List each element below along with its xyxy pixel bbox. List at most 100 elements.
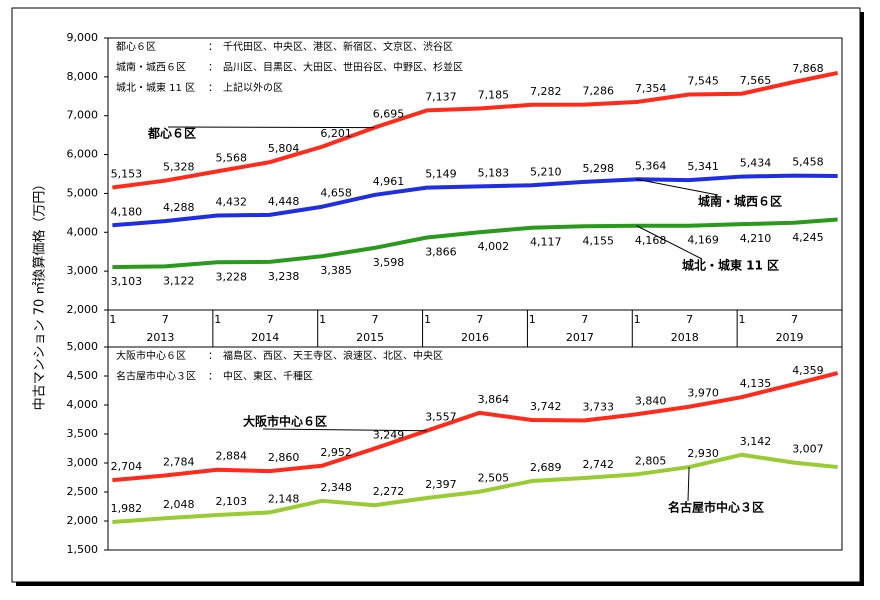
data-label: 2,930 bbox=[687, 447, 719, 460]
data-label: 7,286 bbox=[582, 85, 614, 98]
data-label: 7,868 bbox=[792, 62, 824, 75]
data-label: 7,137 bbox=[425, 90, 457, 103]
data-label: 2,784 bbox=[163, 456, 195, 469]
data-label: 2,397 bbox=[425, 478, 457, 491]
x-tick-label: 7 bbox=[581, 313, 588, 326]
series-line bbox=[112, 217, 838, 270]
series-name: 都心６区 bbox=[147, 126, 196, 141]
x-tick-label: 7 bbox=[372, 313, 379, 326]
note-label: 城南・城西６区 bbox=[116, 61, 186, 74]
x-year-label: 2014 bbox=[251, 331, 279, 344]
data-label: 4,658 bbox=[320, 187, 352, 200]
x-year-label: 2018 bbox=[671, 331, 699, 344]
data-label: 2,272 bbox=[373, 485, 405, 498]
note-text: ： 福島区、西区、天王寺区、浪速区、北区、中央区 bbox=[208, 349, 443, 362]
data-label: 7,565 bbox=[740, 74, 772, 87]
series-name: 名古屋市中心３区 bbox=[668, 500, 764, 515]
note-label: 大阪市中心６区 bbox=[116, 349, 186, 362]
series-line bbox=[112, 371, 839, 483]
data-label: 3,228 bbox=[215, 270, 247, 283]
y-tick-label: 2,500 bbox=[67, 485, 99, 498]
data-label: 3,007 bbox=[792, 443, 824, 456]
series-line bbox=[112, 71, 839, 190]
data-label: 3,142 bbox=[740, 435, 772, 448]
data-label: 2,048 bbox=[163, 498, 195, 511]
data-label: 4,155 bbox=[582, 234, 614, 247]
data-label: 3,122 bbox=[163, 274, 195, 287]
x-tick-label: 1 bbox=[214, 313, 221, 326]
data-label: 2,860 bbox=[268, 451, 300, 464]
series-line bbox=[112, 173, 838, 228]
data-label: 3,249 bbox=[373, 429, 405, 442]
data-label: 3,840 bbox=[635, 394, 667, 407]
data-label: 4,961 bbox=[373, 175, 405, 188]
data-label: 3,103 bbox=[111, 275, 143, 288]
x-tick-label: 7 bbox=[476, 313, 483, 326]
note-text: ： 千代田区、中央区、港区、新宿区、文京区、渋谷区 bbox=[208, 40, 453, 53]
y-tick-label: 2,000 bbox=[67, 514, 99, 527]
x-tick-label: 7 bbox=[686, 313, 693, 326]
data-label: 2,952 bbox=[320, 446, 352, 459]
note-text: ： 中区、東区、千種区 bbox=[208, 370, 313, 383]
data-label: 3,385 bbox=[320, 264, 352, 277]
data-label: 6,201 bbox=[320, 127, 352, 140]
note-text: ： 上記以外の区 bbox=[208, 81, 283, 94]
data-label: 3,866 bbox=[425, 245, 457, 258]
plot-border bbox=[107, 37, 843, 551]
data-label: 4,168 bbox=[635, 234, 667, 247]
note-label: 城北・城東 11 区 bbox=[116, 81, 195, 94]
data-label: 3,238 bbox=[268, 270, 300, 283]
x-tick-label: 1 bbox=[634, 313, 641, 326]
y-tick-label: 4,500 bbox=[67, 369, 99, 382]
x-tick-label: 7 bbox=[162, 313, 169, 326]
series-name: 城北・城東 11 区 bbox=[682, 258, 779, 273]
callout-line bbox=[262, 428, 427, 432]
y-axis-label: 中古マンション 70 ㎡換算価格（万円） bbox=[32, 178, 48, 411]
x-year-label: 2019 bbox=[776, 331, 804, 344]
callout-line bbox=[636, 225, 703, 260]
y-tick-label: 5,000 bbox=[67, 186, 99, 199]
callout-line bbox=[167, 126, 375, 129]
y-tick-label: 5,000 bbox=[67, 340, 99, 353]
y-tick-label: 7,000 bbox=[67, 109, 99, 122]
data-label: 4,169 bbox=[687, 234, 719, 247]
data-label: 2,884 bbox=[215, 450, 247, 463]
data-label: 2,148 bbox=[268, 492, 300, 505]
y-tick-label: 9,000 bbox=[67, 31, 99, 44]
y-tick-label: 8,000 bbox=[67, 70, 99, 83]
y-tick-label: 6,000 bbox=[67, 148, 99, 161]
x-year-label: 2016 bbox=[461, 331, 489, 344]
data-label: 4,448 bbox=[268, 195, 300, 208]
x-tick-label: 1 bbox=[424, 313, 431, 326]
data-label: 4,180 bbox=[111, 205, 143, 218]
data-label: 5,183 bbox=[478, 166, 510, 179]
data-label: 3,733 bbox=[582, 400, 614, 413]
data-label: 5,341 bbox=[687, 160, 719, 173]
data-label: 4,288 bbox=[163, 201, 195, 214]
data-label: 2,805 bbox=[635, 454, 667, 467]
x-year-label: 2017 bbox=[566, 331, 594, 344]
data-label: 4,432 bbox=[215, 195, 247, 208]
data-label: 5,804 bbox=[268, 142, 300, 155]
data-label: 1,982 bbox=[111, 502, 143, 515]
x-tick-label: 7 bbox=[791, 313, 798, 326]
y-tick-label: 4,000 bbox=[67, 225, 99, 238]
data-label: 3,742 bbox=[530, 400, 562, 413]
note-label: 名古屋市中心３区 bbox=[116, 370, 196, 383]
y-tick-label: 3,000 bbox=[67, 264, 99, 277]
data-label: 5,149 bbox=[425, 168, 457, 181]
data-label: 5,434 bbox=[740, 157, 772, 170]
data-label: 5,153 bbox=[111, 167, 143, 180]
data-label: 4,359 bbox=[792, 364, 824, 377]
data-label: 3,598 bbox=[373, 256, 405, 269]
data-label: 5,364 bbox=[635, 159, 667, 172]
data-label: 2,505 bbox=[478, 472, 510, 485]
data-label: 2,689 bbox=[530, 461, 562, 474]
x-tick-label: 1 bbox=[529, 313, 536, 326]
frame bbox=[11, 7, 861, 583]
data-label: 4,245 bbox=[792, 231, 824, 244]
data-label: 2,742 bbox=[582, 458, 614, 471]
callout-line bbox=[636, 178, 719, 196]
data-label: 2,103 bbox=[215, 495, 247, 508]
